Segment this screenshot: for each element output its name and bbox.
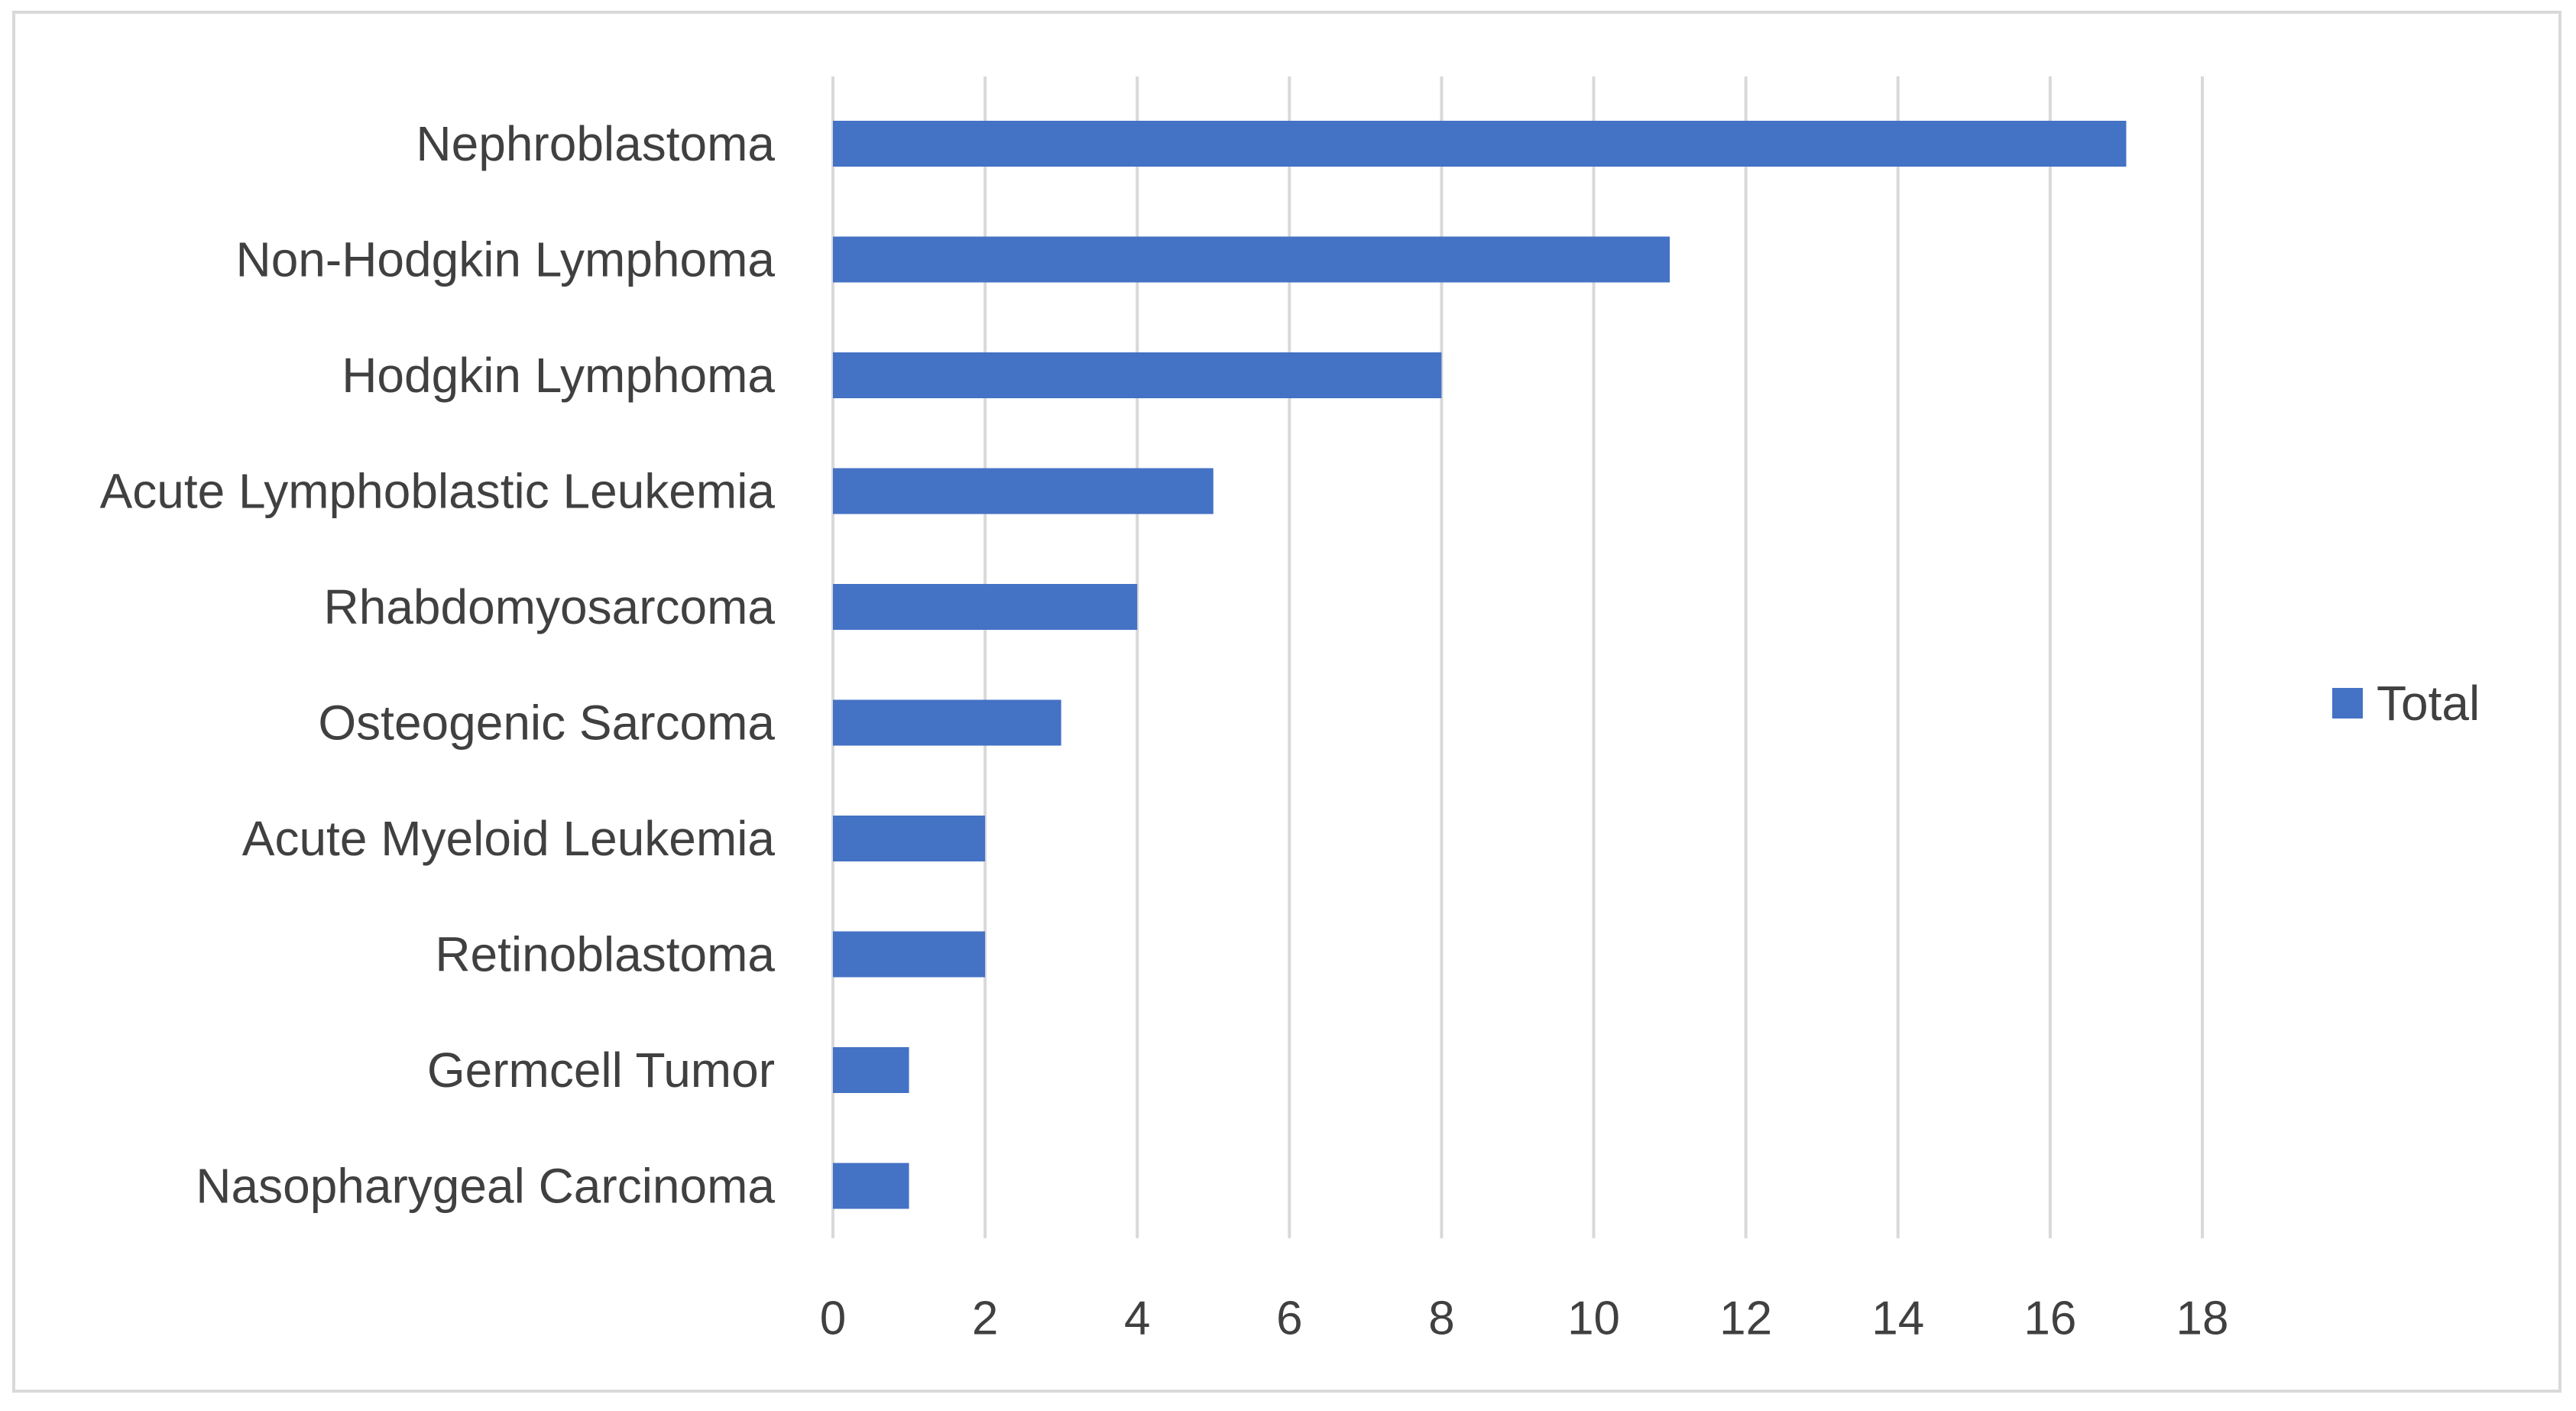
x-tick-label-18: 18: [2176, 1293, 2229, 1345]
category-label-osteogenic-sarcoma: Osteogenic Sarcoma: [318, 696, 775, 751]
x-tick-label-16: 16: [2024, 1293, 2076, 1345]
category-label-rhabdomyosarcoma: Rhabdomyosarcoma: [324, 579, 776, 634]
x-tick-label-4: 4: [1124, 1293, 1150, 1345]
x-axis-ticks: 0 2 4 6 8 10 12 14 16 18: [820, 1293, 2229, 1345]
bar-non-hodgkin-lymphoma: [833, 236, 1670, 283]
category-label-hodgkin-lymphoma: Hodgkin Lymphoma: [342, 348, 775, 403]
bar-nasopharygeal-carcinoma: [833, 1163, 909, 1209]
legend: Total: [2332, 676, 2480, 731]
bar-germcell-tumor: [833, 1047, 909, 1093]
x-tick-label-6: 6: [1276, 1293, 1302, 1345]
category-labels: Nephroblastoma Non-Hodgkin Lymphoma Hodgki…: [100, 116, 776, 1214]
legend-swatch-total: [2332, 688, 2363, 718]
category-label-non-hodgkin-lymphoma: Non-Hodgkin Lymphoma: [235, 232, 775, 287]
legend-label-total: Total: [2377, 676, 2480, 731]
x-tick-label-2: 2: [972, 1293, 998, 1345]
category-label-retinoblastoma: Retinoblastoma: [435, 927, 775, 982]
category-label-germcell-tumor: Germcell Tumor: [427, 1043, 775, 1098]
category-label-acute-myeloid-leukemia: Acute Myeloid Leukemia: [242, 811, 776, 866]
bar-nephroblastoma: [833, 121, 2127, 167]
bar-osteogenic-sarcoma: [833, 699, 1061, 746]
bar-acute-lymphoblastic-leukemia: [833, 468, 1213, 514]
bars: [833, 121, 2127, 1209]
bar-retinoblastoma: [833, 931, 986, 978]
x-tick-label-12: 12: [1719, 1293, 1772, 1345]
x-tick-label-0: 0: [820, 1293, 846, 1345]
bar-hodgkin-lymphoma: [833, 352, 1442, 398]
x-tick-label-10: 10: [1567, 1293, 1620, 1345]
bar-acute-myeloid-leukemia: [833, 816, 986, 861]
category-label-nasopharygeal-carcinoma: Nasopharygeal Carcinoma: [196, 1159, 775, 1214]
category-label-nephroblastoma: Nephroblastoma: [416, 116, 775, 171]
bar-rhabdomyosarcoma: [833, 584, 1138, 630]
x-tick-label-8: 8: [1428, 1293, 1454, 1345]
category-label-acute-lymphoblastic-leukemia: Acute Lymphoblastic Leukemia: [100, 464, 776, 519]
x-tick-label-14: 14: [1871, 1293, 1924, 1345]
